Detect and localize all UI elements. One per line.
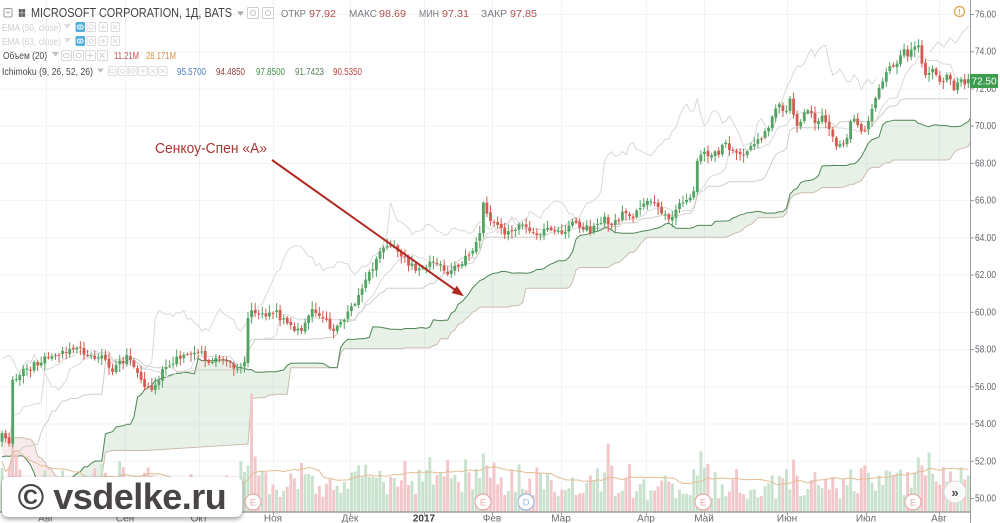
svg-text:72.00: 72.00 [975,84,996,95]
svg-text:Фев: Фев [483,514,501,523]
svg-text:68.00: 68.00 [975,158,996,169]
svg-text:Мар: Мар [551,514,571,523]
svg-text:!: ! [958,7,961,17]
svg-text:Апр: Апр [637,514,655,523]
svg-text:D: D [523,498,530,509]
svg-text:2017: 2017 [413,514,436,523]
svg-text:94.4850: 94.4850 [216,67,245,78]
svg-text:50.00: 50.00 [975,494,996,505]
svg-text:95.5700: 95.5700 [177,67,206,78]
svg-text:62.00: 62.00 [975,270,996,281]
svg-text:E: E [910,498,916,509]
svg-text:97.8500: 97.8500 [256,67,285,78]
svg-text:Объем (20): Объем (20) [3,50,47,62]
svg-text:60.00: 60.00 [975,307,996,318]
svg-text:Авг: Авг [38,514,54,523]
svg-text:97.85: 97.85 [510,8,537,20]
svg-text:54.00: 54.00 [975,419,996,430]
svg-text:E: E [250,498,256,509]
svg-text:Сен: Сен [116,514,134,523]
svg-text:74.00: 74.00 [975,47,996,58]
svg-text:Сенкоу-Спен «А»: Сенкоу-Спен «А» [155,141,267,157]
svg-text:97.92: 97.92 [309,8,336,20]
svg-text:72.50: 72.50 [971,77,996,88]
svg-text:98.69: 98.69 [379,8,406,20]
svg-text:Май: Май [694,514,714,523]
svg-text:56.00: 56.00 [975,382,996,393]
svg-text:76.00: 76.00 [975,10,996,21]
svg-text:Ноя: Ноя [264,514,282,523]
svg-text:58.00: 58.00 [975,345,996,356]
svg-text:EMA (50, close): EMA (50, close) [2,22,61,34]
svg-text:70.00: 70.00 [975,121,996,132]
svg-text:E: E [480,498,486,509]
svg-text:»: » [951,485,958,500]
svg-text:МИН: МИН [419,8,439,20]
svg-text:ЗАКР: ЗАКР [481,8,507,20]
svg-text:66.00: 66.00 [975,196,996,207]
svg-text:E: E [700,498,706,509]
svg-text:Окт: Окт [191,514,208,523]
svg-text:91.7423: 91.7423 [295,67,324,78]
svg-text:90.5350: 90.5350 [333,67,362,78]
svg-text:Ichimoku (9, 26, 52, 26): Ichimoku (9, 26, 52, 26) [2,66,93,78]
svg-text:52.00: 52.00 [975,456,996,467]
svg-text:MICROSOFT CORPORATION, 1Д, BAT: MICROSOFT CORPORATION, 1Д, BATS [31,6,232,20]
svg-text:МАКС: МАКС [349,8,377,20]
svg-text:ОТКР: ОТКР [281,8,306,20]
svg-text:97.31: 97.31 [442,8,469,20]
svg-text:11.21M: 11.21M [114,50,139,62]
svg-text:Дек: Дек [342,514,359,523]
svg-text:Июн: Июн [777,514,797,523]
svg-text:Авг: Авг [931,514,947,523]
svg-text:28.171M: 28.171M [146,50,176,62]
svg-text:64.00: 64.00 [975,233,996,244]
svg-text:Июл: Июл [856,514,876,523]
svg-text:EMA (63, close): EMA (63, close) [2,36,61,48]
